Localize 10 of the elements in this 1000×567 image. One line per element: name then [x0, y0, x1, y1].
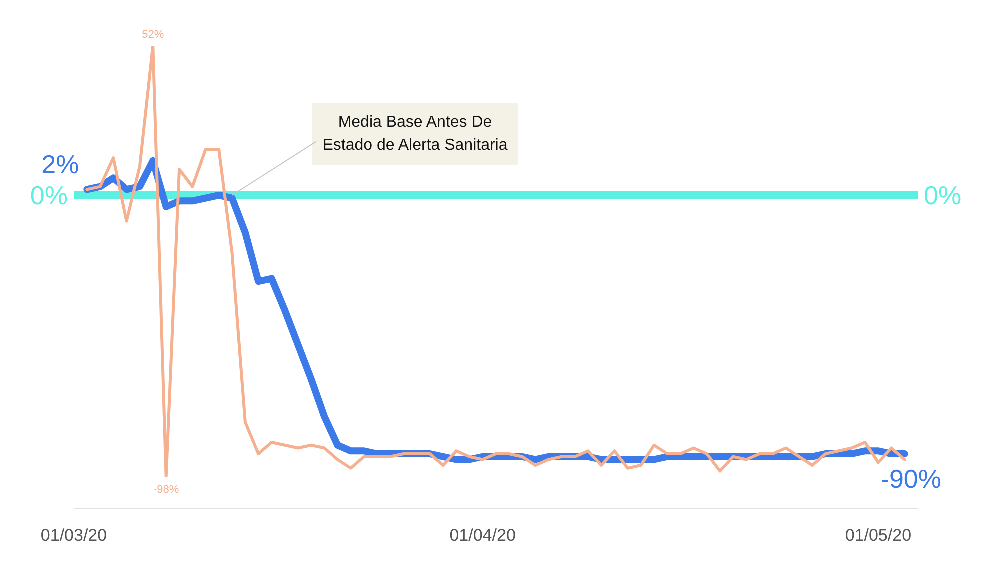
data-label: 52% [142, 29, 164, 41]
annotation: Media Base Antes De Estado de Alerta Sanitaria [322, 113, 509, 156]
data-label: -98% [153, 484, 180, 496]
data-label: -90% [880, 464, 942, 494]
x-tick-label: 01/03/20 [40, 526, 108, 546]
ref-line-label: 0% [30, 180, 68, 210]
data-label: 2% [42, 150, 80, 180]
x-tick-label: 01/05/20 [845, 526, 912, 546]
x-tick-label: 01/04/20 [450, 526, 516, 546]
text: 0% [924, 180, 962, 210]
